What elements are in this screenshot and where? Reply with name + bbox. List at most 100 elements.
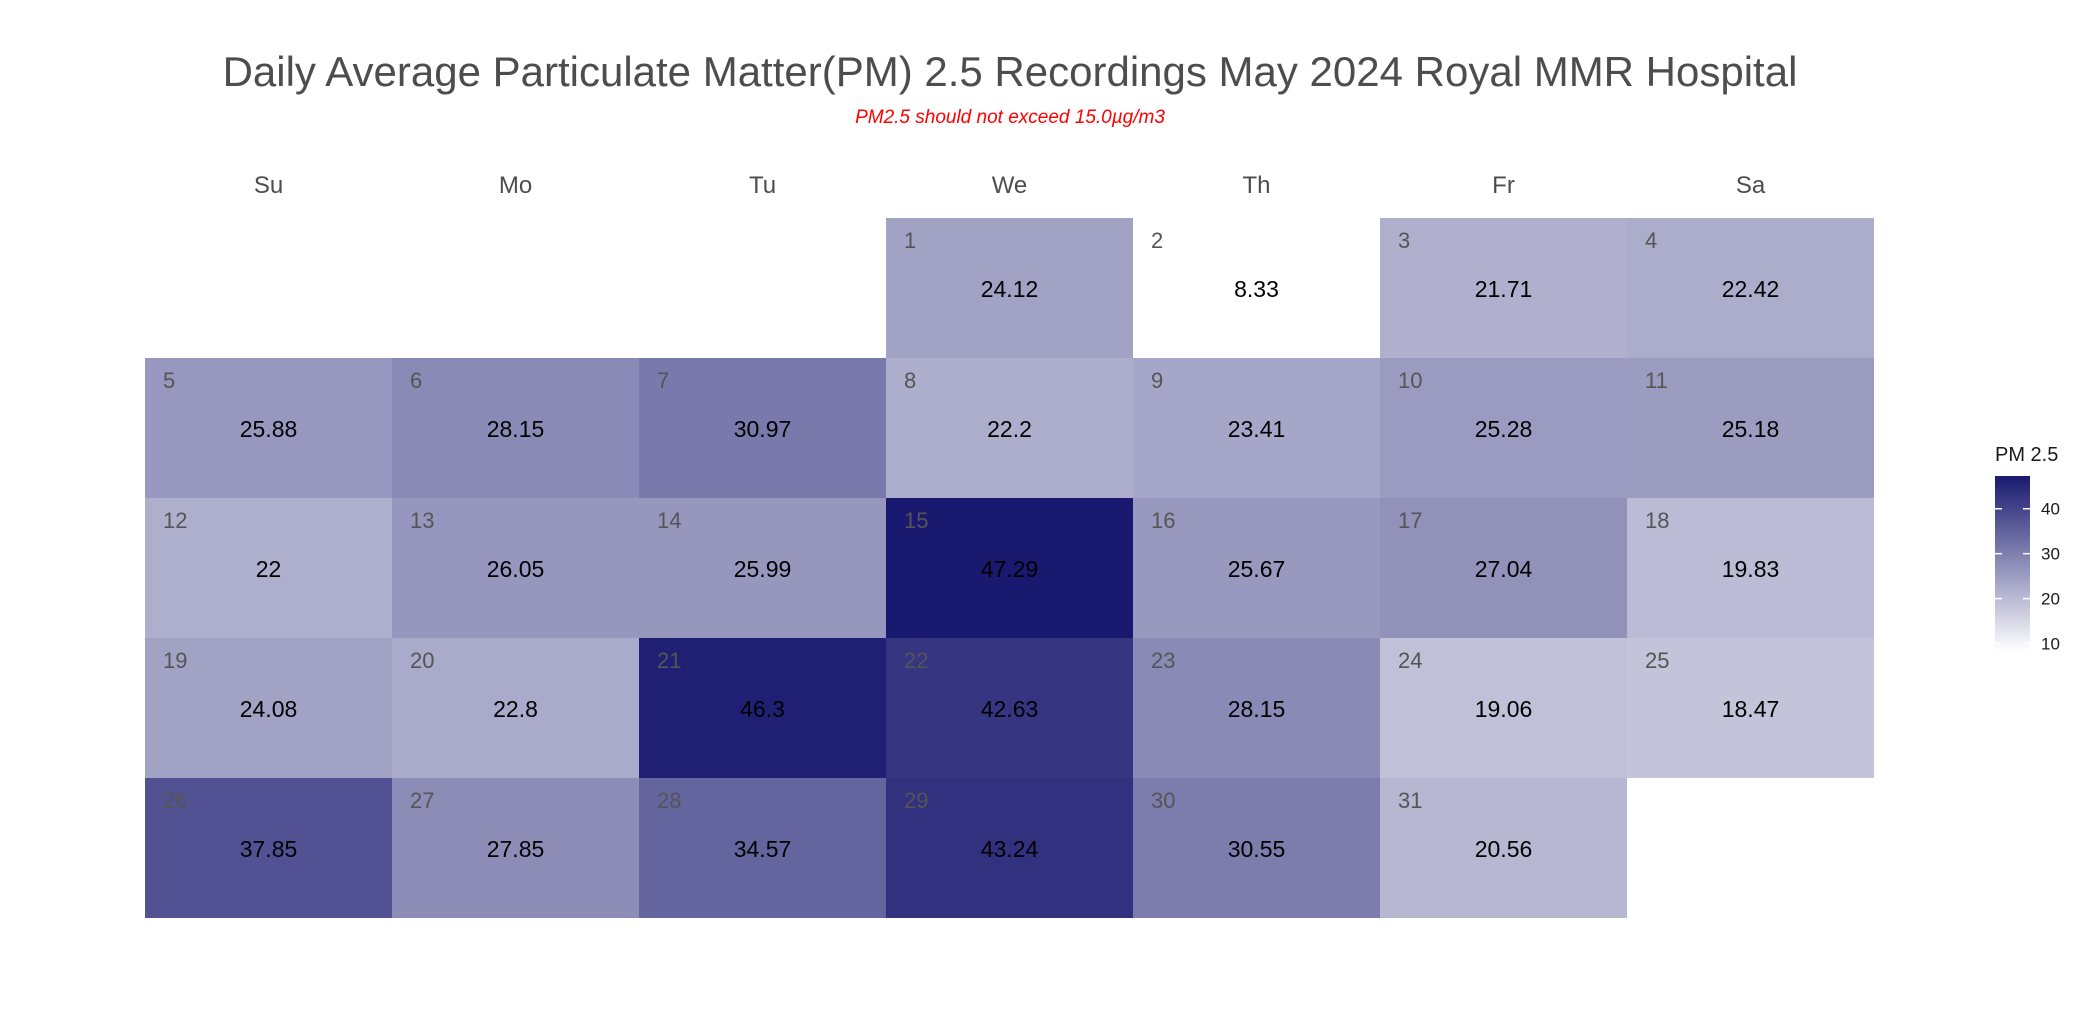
day-value-17: 27.04 [1475,556,1533,582]
day-number-16: 16 [1151,508,1175,533]
day-cell-5 [145,358,392,498]
day-value-19: 24.08 [240,696,298,722]
day-value-14: 25.99 [734,556,792,582]
day-cell-11 [1627,358,1874,498]
day-cell-16 [1133,498,1380,638]
day-cell-17 [1380,498,1627,638]
day-value-16: 25.67 [1228,556,1286,582]
day-number-15: 15 [904,508,928,533]
legend-colorbar [1995,476,2030,651]
day-cell-19 [145,638,392,778]
weekday-label-th: Th [1242,172,1270,199]
weekday-label-sa: Sa [1736,172,1766,199]
day-value-20: 22.8 [493,696,538,722]
day-cell-27 [392,778,639,918]
day-number-24: 24 [1398,648,1422,673]
day-number-28: 28 [657,788,681,813]
weekday-header-row: Su Mo Tu We Th Fr Sa [254,172,1766,199]
day-cell-29 [886,778,1133,918]
day-value-23: 28.15 [1228,696,1286,722]
day-cell-2 [1133,218,1380,358]
day-number-12: 12 [163,508,187,533]
day-cell-20 [392,638,639,778]
day-value-24: 19.06 [1475,696,1533,722]
day-value-1: 24.12 [981,276,1039,302]
weekday-label-fr: Fr [1492,172,1515,199]
legend-title: PM 2.5 [1995,444,2058,466]
day-number-26: 26 [163,788,187,813]
day-cell-26 [145,778,392,918]
color-legend: PM 2.5 10 20 30 40 [1995,444,2060,653]
weekday-label-mo: Mo [499,172,532,199]
day-number-31: 31 [1398,788,1422,813]
day-cell-21 [639,638,886,778]
day-cell-30 [1133,778,1380,918]
day-number-4: 4 [1645,228,1657,253]
weekday-label-we: We [992,172,1028,199]
weekday-label-tu: Tu [749,172,776,199]
day-cell-23 [1133,638,1380,778]
day-value-10: 25.28 [1475,416,1533,442]
day-number-7: 7 [657,368,669,393]
day-number-14: 14 [657,508,681,533]
day-number-30: 30 [1151,788,1175,813]
chart-subtitle: PM2.5 should not exceed 15.0µg/m3 [855,107,1165,128]
day-cell-9 [1133,358,1380,498]
day-cell-1 [886,218,1133,358]
day-number-2: 2 [1151,228,1163,253]
day-cell-25 [1627,638,1874,778]
day-cell-28 [639,778,886,918]
day-value-6: 28.15 [487,416,545,442]
day-number-5: 5 [163,368,175,393]
day-cell-8 [886,358,1133,498]
day-number-29: 29 [904,788,928,813]
day-cell-31 [1380,778,1627,918]
day-number-1: 1 [904,228,916,253]
day-cell-12 [145,498,392,638]
day-number-20: 20 [410,648,434,673]
day-value-11: 25.18 [1722,416,1780,442]
day-number-19: 19 [163,648,187,673]
day-value-13: 26.05 [487,556,545,582]
day-value-8: 22.2 [987,416,1032,442]
day-number-9: 9 [1151,368,1163,393]
legend-tick-label-20: 20 [2041,590,2060,609]
day-cell-10 [1380,358,1627,498]
day-number-11: 11 [1645,368,1668,393]
day-value-27: 27.85 [487,836,545,862]
day-value-22: 42.63 [981,696,1039,722]
day-value-29: 43.24 [981,836,1039,862]
day-cell-7 [639,358,886,498]
day-value-15: 47.29 [981,556,1039,582]
day-number-3: 3 [1398,228,1410,253]
day-value-25: 18.47 [1722,696,1780,722]
day-cell-13 [392,498,639,638]
day-cell-15 [886,498,1133,638]
day-value-18: 19.83 [1722,556,1780,582]
day-number-23: 23 [1151,648,1175,673]
day-cell-22 [886,638,1133,778]
day-number-21: 21 [657,648,681,673]
day-value-28: 34.57 [734,836,792,862]
day-number-22: 22 [904,648,928,673]
day-value-12: 22 [256,556,282,582]
day-value-30: 30.55 [1228,836,1286,862]
day-cell-3 [1380,218,1627,358]
day-number-10: 10 [1398,368,1422,393]
chart-title: Daily Average Particulate Matter(PM) 2.5… [223,48,1798,95]
day-cell-6 [392,358,639,498]
day-number-8: 8 [904,368,916,393]
day-cell-24 [1380,638,1627,778]
day-value-31: 20.56 [1475,836,1533,862]
day-value-4: 22.42 [1722,276,1780,302]
day-number-27: 27 [410,788,434,813]
day-value-2: 8.33 [1234,276,1279,302]
day-value-3: 21.71 [1475,276,1533,302]
day-cell-18 [1627,498,1874,638]
day-cell-4 [1627,218,1874,358]
day-number-17: 17 [1398,508,1422,533]
day-number-18: 18 [1645,508,1669,533]
legend-tick-label-40: 40 [2041,500,2060,519]
calendar-grid: 1 24.12 2 8.33 3 21.71 4 22.42 5 25.88 6 28.15 7 30.9… [145,218,1874,918]
